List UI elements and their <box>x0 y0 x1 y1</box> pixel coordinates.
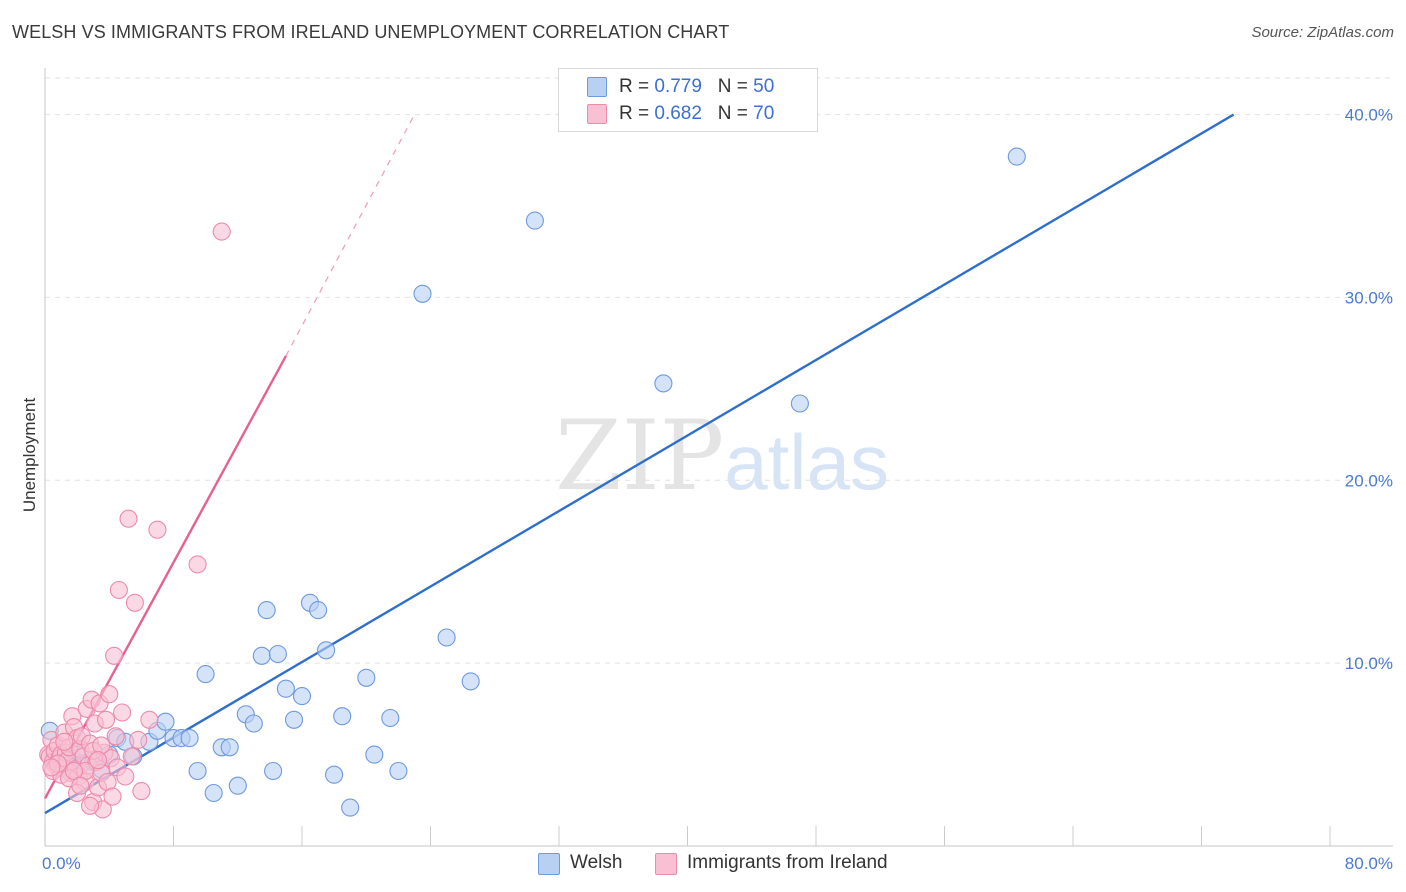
point-ireland <box>212 222 231 241</box>
point-welsh <box>325 765 344 784</box>
point-welsh <box>437 628 456 647</box>
legend-swatch-ireland <box>587 104 607 124</box>
point-ireland <box>55 732 74 751</box>
point-ireland <box>125 593 144 612</box>
point-ireland <box>122 747 141 766</box>
point-ireland <box>71 776 90 795</box>
trendline-welsh <box>44 113 1235 815</box>
legend-r-value-welsh: 0.779 <box>654 76 702 97</box>
point-ireland <box>129 730 148 749</box>
y-tick-label: 30.0% <box>1345 288 1393 307</box>
point-welsh <box>268 644 287 664</box>
y-tick-label: 20.0% <box>1345 471 1393 490</box>
point-ireland <box>188 555 207 574</box>
point-welsh <box>276 679 295 698</box>
point-welsh <box>264 761 283 781</box>
legend-n-value-welsh: 50 <box>753 76 775 97</box>
point-ireland <box>42 758 61 777</box>
x-tick-label-min: 0.0% <box>42 854 81 873</box>
y-tick-label: 10.0% <box>1345 654 1393 673</box>
x-tick-label-max: 80.0% <box>1345 854 1393 873</box>
bottom-legend-swatch-ireland <box>655 853 677 875</box>
legend-text-ireland: R = 0.682 N = 70 <box>619 103 774 125</box>
point-welsh <box>333 707 352 726</box>
point-welsh <box>357 668 376 687</box>
point-welsh <box>525 211 544 230</box>
point-welsh <box>196 665 215 684</box>
chart-title: WELSH VS IMMIGRANTS FROM IRELAND UNEMPLO… <box>12 22 730 42</box>
legend-r-value-ireland: 0.682 <box>654 103 702 124</box>
point-welsh <box>309 601 328 620</box>
point-ireland <box>92 736 111 755</box>
point-welsh <box>413 284 432 303</box>
point-ireland <box>109 580 128 600</box>
trendline-ireland-extension <box>285 114 416 357</box>
point-welsh <box>292 687 312 706</box>
point-welsh <box>284 710 304 729</box>
point-welsh <box>381 708 400 728</box>
point-ireland <box>105 646 124 665</box>
watermark-atlas: atlas <box>724 418 889 506</box>
point-welsh <box>317 641 336 660</box>
legend-r-label-ireland: R = <box>619 103 655 124</box>
point-welsh <box>341 798 360 817</box>
point-welsh <box>244 714 263 733</box>
watermark: ZIPatlas <box>555 400 889 512</box>
bottom-legend-swatch-welsh <box>538 853 560 875</box>
point-welsh <box>204 783 223 803</box>
legend-swatch-welsh <box>587 77 607 97</box>
point-ireland <box>96 710 116 729</box>
point-welsh <box>461 672 480 691</box>
legend-n-value-ireland: 70 <box>753 103 775 124</box>
point-ireland <box>100 685 119 704</box>
legend-text-welsh: R = 0.779 N = 50 <box>619 76 774 98</box>
legend: R = 0.779 N = 50 R = 0.682 N = 70 <box>558 68 818 132</box>
point-ireland <box>88 751 108 770</box>
point-ireland <box>103 787 122 806</box>
point-welsh <box>228 776 247 795</box>
point-ireland <box>80 796 100 815</box>
point-welsh <box>220 738 239 757</box>
source-label: Source: ZipAtlas.com <box>1251 24 1394 41</box>
series-welsh <box>40 147 1026 817</box>
series-ireland <box>39 222 231 819</box>
point-ireland <box>148 520 167 539</box>
bottom-legend-label-ireland: Immigrants from Ireland <box>687 852 888 873</box>
data-points <box>39 147 1026 819</box>
point-welsh <box>790 394 809 413</box>
point-ireland <box>113 703 132 722</box>
point-welsh <box>389 761 408 781</box>
point-welsh <box>654 374 673 393</box>
point-welsh <box>257 601 276 620</box>
point-ireland <box>140 710 159 729</box>
point-welsh <box>365 745 384 764</box>
grid-lines <box>45 77 1390 664</box>
legend-n-label-ireland: N = <box>717 103 754 124</box>
point-ireland <box>119 509 138 528</box>
point-ireland <box>132 782 151 801</box>
watermark-zip: ZIP <box>555 400 725 512</box>
legend-n-label-welsh: N = <box>717 76 754 97</box>
legend-r-label-welsh: R = <box>619 76 655 97</box>
point-welsh <box>252 646 271 665</box>
y-tick-label: 40.0% <box>1345 106 1393 125</box>
point-welsh <box>156 712 175 731</box>
axes <box>44 68 1393 847</box>
trend-lines <box>43 113 1235 815</box>
point-ireland <box>116 767 135 786</box>
tick-labels: 10.0% 20.0% 30.0% 40.0% 0.0% 80.0% <box>42 106 1393 873</box>
point-welsh <box>188 761 207 781</box>
trendline-ireland <box>43 355 287 800</box>
bottom-legend-label-welsh: Welsh <box>570 852 623 873</box>
point-ireland <box>106 727 125 746</box>
bottom-legend: Welsh Immigrants from Ireland <box>0 852 1406 878</box>
point-welsh <box>1007 147 1026 166</box>
point-welsh <box>180 729 199 748</box>
